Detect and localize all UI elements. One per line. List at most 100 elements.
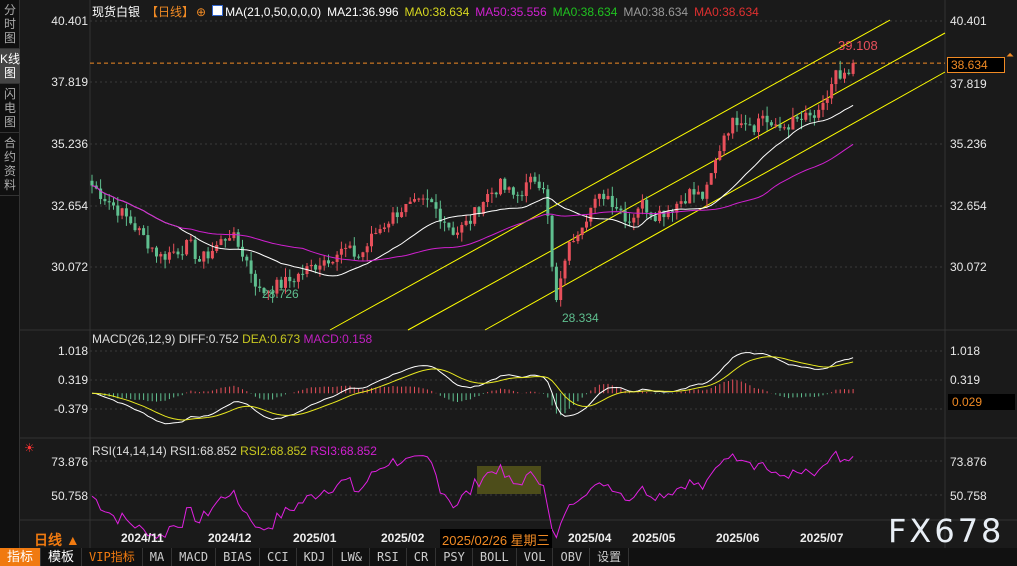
candle-body [292,281,296,283]
rsi-params: RSI(14,14,14) [92,444,167,458]
tab-templates[interactable]: 模板 [41,548,83,566]
indicator-lw[interactable]: LW& [333,548,371,566]
indicator-psy[interactable]: PSY [436,548,473,566]
period-selector[interactable]: 日线 ▲ [34,532,80,548]
x-tick: 2024/11 [121,531,164,545]
candle-body [481,201,485,214]
candle-body [253,273,257,287]
candle-body [825,98,829,103]
macd-axis-left: 1.018 [57,344,88,358]
x-tick: 2025/04 [568,531,612,545]
candle-body [99,188,103,199]
candle-body [180,254,184,256]
candle-body [473,207,477,224]
candle-body [296,273,300,282]
indicator-cci[interactable]: CCI [260,548,297,566]
macd-params: MACD(26,12,9) [92,332,176,346]
ma0-gray: MA0:38.634 [623,5,689,19]
settings-button[interactable]: 设置 [590,548,630,566]
candle-body [550,215,554,267]
candle-body [284,276,287,288]
low-annotation-1: 28.726 [262,287,299,301]
candle-body [142,228,146,236]
candle-body [202,251,206,262]
settings-icon[interactable]: ⊕ [196,5,207,19]
candle-body [490,192,494,195]
sidebar: 分时图 K线图 闪电图 合约资料 [0,0,20,548]
candle-body [339,248,343,255]
candle-body [593,198,597,208]
candle-body [606,195,610,200]
candle-body [774,124,778,126]
x-tick: 2025/07 [800,531,844,545]
ma50-value: MA50:35.556 [475,5,547,19]
indicator-ma[interactable]: MA [143,548,173,566]
tab-contract-info[interactable]: 合约资料 [0,133,20,196]
candle-body [232,232,236,239]
candle-body [834,70,838,85]
candle-body [765,115,769,123]
candle-body [812,115,816,118]
candle-body [602,193,606,200]
candle-body [155,247,158,257]
candle-body [279,279,283,288]
candle-body [185,240,189,255]
candle-body [206,251,210,259]
alert-icon[interactable]: ☀ [24,441,35,455]
axis-right-label: 37.819 [950,77,987,91]
candle-body [692,189,696,195]
candle-body [486,194,490,202]
candle-body [499,178,502,195]
candle-body [520,195,524,197]
candle-body [400,212,404,218]
candle-body [163,254,167,260]
tab-kline[interactable]: K线图 [0,49,20,84]
indicator-obv[interactable]: OBV [553,548,591,566]
candle-body [757,118,760,133]
indicator-bias[interactable]: BIAS [216,548,260,566]
candle-body [572,241,576,243]
rsi-line [91,450,854,539]
candle-body [752,125,756,133]
chart-canvas[interactable] [0,0,1017,548]
ma-indicator-icon[interactable] [212,5,224,16]
candle-body [718,151,722,160]
ma0-yellow: MA0:38.634 [404,5,470,19]
scroll-up-icon[interactable]: ⏶ [1006,50,1014,61]
indicator-cr[interactable]: CR [407,548,437,566]
trend-channel-line [329,19,891,331]
candle-body [137,228,141,231]
candle-body [176,251,180,255]
tab-indicators[interactable]: 指标 [0,548,42,566]
candle-body [511,187,515,195]
candle-body [769,122,773,126]
candle-body [241,246,244,257]
candle-body [331,261,335,264]
indicator-macd[interactable]: MACD [172,548,217,566]
macd-diff-line [91,352,854,425]
tab-timeshare[interactable]: 分时图 [0,0,20,49]
indicator-boll[interactable]: BOLL [473,548,517,566]
ma0-green: MA0:38.634 [552,5,618,19]
indicator-kdj[interactable]: KDJ [297,548,334,566]
axis-left-label: 32.654 [51,199,88,213]
candle-body [249,260,253,274]
axis-right-label: 35.236 [950,137,987,151]
macd-axis-left: 0.319 [57,373,88,387]
candle-body [124,208,128,217]
candle-body [559,278,563,300]
candle-body [103,198,107,202]
candle-body [189,239,193,241]
tab-vip-indicators[interactable]: VIP指标 [82,548,143,566]
indicator-rsi[interactable]: RSI [370,548,407,566]
symbol-name: 现货白银 [92,5,141,19]
candle-body [576,235,580,242]
candle-body [344,247,348,249]
period-tag[interactable]: 【日线】 [146,5,195,19]
indicator-vol[interactable]: VOL [517,548,554,566]
candle-body [632,217,636,223]
tab-flash[interactable]: 闪电图 [0,84,20,133]
candle-body [112,202,115,206]
candle-body [735,117,739,126]
candle-body [516,194,520,196]
